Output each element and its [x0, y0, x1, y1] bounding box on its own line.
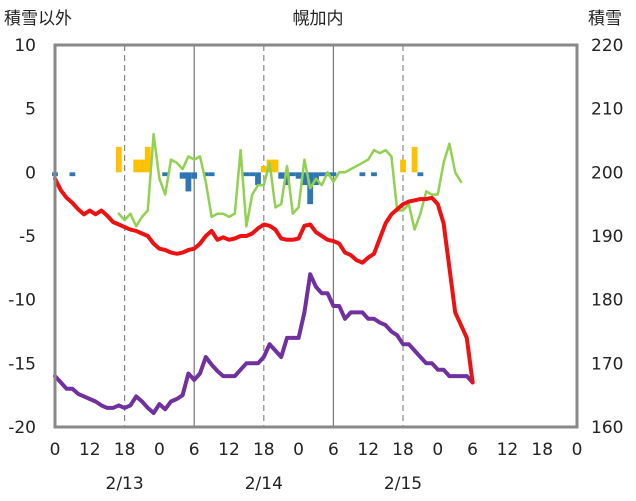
- precipitation-bar: [301, 172, 308, 186]
- date-label: 2/14: [245, 474, 283, 494]
- precipitation-bar: [179, 172, 186, 179]
- precipitation-bar: [202, 172, 209, 177]
- x-tick-label: 12: [497, 440, 519, 460]
- precipitation-bar: [185, 172, 192, 192]
- precipitation-bar: [295, 172, 302, 179]
- plot-frame: [53, 43, 579, 429]
- right-tick-label: 160: [591, 418, 623, 438]
- left-tick-labels: 10 5 0 -5 -10 -15 -20: [8, 36, 36, 438]
- left-tick-label: 0: [25, 163, 36, 183]
- left-tick-label: -20: [8, 418, 36, 438]
- date-label: 2/13: [106, 474, 144, 494]
- precipitation-bar: [243, 172, 250, 177]
- right-tick-label: 170: [591, 354, 623, 374]
- x-tick-label: 6: [467, 440, 478, 460]
- x-tick-label: 0: [293, 440, 304, 460]
- left-tick-label: -15: [8, 354, 36, 374]
- precipitation-bar: [162, 172, 169, 177]
- x-tick-label: 18: [531, 440, 553, 460]
- precipitation-bar: [400, 159, 406, 173]
- left-axis-label: 積雪以外: [4, 9, 72, 29]
- x-tick-label: 18: [114, 440, 136, 460]
- precipitation-bar: [411, 146, 418, 173]
- precipitation-bar: [144, 146, 151, 173]
- precipitation-bar: [115, 146, 122, 173]
- x-tick-labels: 0 12 18 0 6 12 18 0 6 12 18 0 6 12 18 0: [50, 440, 583, 460]
- chart-title: 幌加内: [293, 9, 344, 29]
- left-tick-label: 5: [25, 100, 36, 120]
- precipitation-bar: [330, 172, 337, 177]
- precipitation-bar: [289, 172, 296, 177]
- x-tick-label: 0: [432, 440, 443, 460]
- x-tick-label: 6: [328, 440, 339, 460]
- precipitation-bar: [133, 159, 140, 173]
- x-tick-label: 0: [154, 440, 165, 460]
- precipitation-bar: [255, 172, 261, 186]
- precipitation-bar: [272, 159, 279, 173]
- precipitation-bar: [249, 172, 256, 177]
- right-tick-label: 200: [591, 163, 623, 183]
- precipitation-bar: [359, 172, 366, 177]
- precipitation-bar: [371, 172, 377, 177]
- dewpoint-line: [53, 272, 475, 415]
- date-labels: 2/13 2/14 2/15: [106, 474, 423, 494]
- x-tick-label: 18: [392, 440, 414, 460]
- precipitation-bar: [139, 159, 145, 173]
- x-tick-label: 0: [50, 440, 61, 460]
- left-tick-label: 10: [14, 36, 36, 56]
- precipitation-bar: [278, 172, 285, 179]
- x-tick-label: 18: [253, 440, 275, 460]
- precipitation-bar: [417, 172, 424, 177]
- x-tick-label: 12: [357, 440, 379, 460]
- x-tick-label: 12: [79, 440, 101, 460]
- right-tick-label: 220: [591, 36, 623, 56]
- left-tick-label: -5: [19, 227, 36, 247]
- snow-depth-line: [117, 132, 463, 231]
- left-tick-label: -10: [8, 291, 36, 311]
- x-tick-label: 6: [189, 440, 200, 460]
- x-tick-label: 0: [572, 440, 583, 460]
- precipitation-bar: [69, 172, 76, 177]
- right-tick-label: 210: [591, 100, 623, 120]
- x-tick-label: 12: [218, 440, 240, 460]
- precipitation-bar: [208, 172, 215, 177]
- grid-lines: [123, 45, 404, 427]
- precipitation-bar: [284, 172, 290, 186]
- temperature-line: [53, 176, 475, 385]
- right-tick-labels: 220 210 200 190 180 170 160: [591, 36, 623, 438]
- date-label: 2/15: [384, 474, 422, 494]
- precipitation-bar: [260, 165, 267, 173]
- right-axis-label: 積雪: [588, 9, 622, 29]
- series-lines: [53, 132, 475, 415]
- right-tick-label: 180: [591, 291, 623, 311]
- precipitation-bar: [318, 172, 325, 177]
- precipitation-bar: [191, 172, 198, 179]
- right-tick-label: 190: [591, 227, 623, 247]
